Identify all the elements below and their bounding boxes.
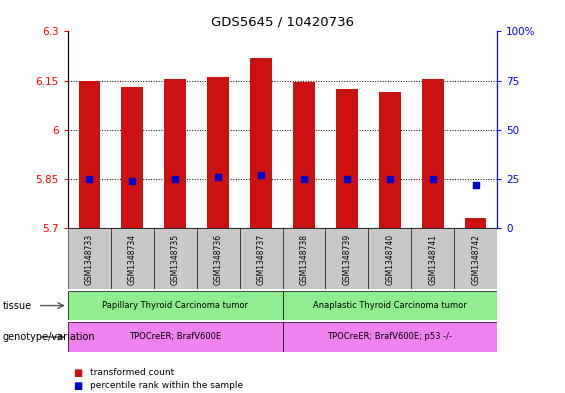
Bar [465, 218, 486, 228]
Text: GSM1348734: GSM1348734 [128, 234, 137, 285]
Bar [68, 322, 282, 352]
Bar [79, 81, 100, 228]
Text: GSM1348739: GSM1348739 [342, 234, 351, 285]
Bar [422, 79, 444, 228]
Bar [68, 291, 282, 320]
Text: transformed count: transformed count [90, 368, 175, 377]
Text: GSM1348742: GSM1348742 [471, 234, 480, 285]
Text: Anaplastic Thyroid Carcinoma tumor: Anaplastic Thyroid Carcinoma tumor [313, 301, 467, 310]
Text: tissue: tissue [3, 301, 32, 311]
Point [471, 182, 480, 188]
Bar [379, 92, 401, 228]
Bar [454, 228, 497, 289]
Bar [282, 228, 325, 289]
Point [171, 176, 180, 182]
Bar [282, 291, 497, 320]
Title: GDS5645 / 10420736: GDS5645 / 10420736 [211, 16, 354, 29]
Point [342, 176, 351, 182]
Bar [207, 77, 229, 228]
Point [214, 174, 223, 180]
Text: GSM1348736: GSM1348736 [214, 234, 223, 285]
Point [299, 176, 308, 182]
Bar [68, 228, 111, 289]
Bar [164, 79, 186, 228]
Bar [282, 322, 497, 352]
Text: Papillary Thyroid Carcinoma tumor: Papillary Thyroid Carcinoma tumor [102, 301, 248, 310]
Point [428, 176, 437, 182]
Text: GSM1348741: GSM1348741 [428, 234, 437, 285]
Bar [368, 228, 411, 289]
Bar [121, 87, 143, 228]
Text: GSM1348738: GSM1348738 [299, 234, 308, 285]
Text: GSM1348733: GSM1348733 [85, 234, 94, 285]
Point [385, 176, 394, 182]
Bar [154, 228, 197, 289]
Text: TPOCreER; BrafV600E; p53 -/-: TPOCreER; BrafV600E; p53 -/- [327, 332, 453, 342]
Bar [250, 58, 272, 228]
Point [257, 172, 266, 178]
Text: GSM1348737: GSM1348737 [257, 234, 266, 285]
Point [85, 176, 94, 182]
Bar [293, 82, 315, 228]
Text: ■: ■ [73, 381, 82, 391]
Text: GSM1348735: GSM1348735 [171, 234, 180, 285]
Point [128, 178, 137, 184]
Text: TPOCreER; BrafV600E: TPOCreER; BrafV600E [129, 332, 221, 342]
Bar [240, 228, 282, 289]
Bar [325, 228, 368, 289]
Text: genotype/variation: genotype/variation [3, 332, 95, 342]
Text: GSM1348740: GSM1348740 [385, 234, 394, 285]
Bar [111, 228, 154, 289]
Bar [336, 89, 358, 228]
Bar [197, 228, 240, 289]
Bar [411, 228, 454, 289]
Text: ■: ■ [73, 367, 82, 378]
Text: percentile rank within the sample: percentile rank within the sample [90, 382, 244, 390]
